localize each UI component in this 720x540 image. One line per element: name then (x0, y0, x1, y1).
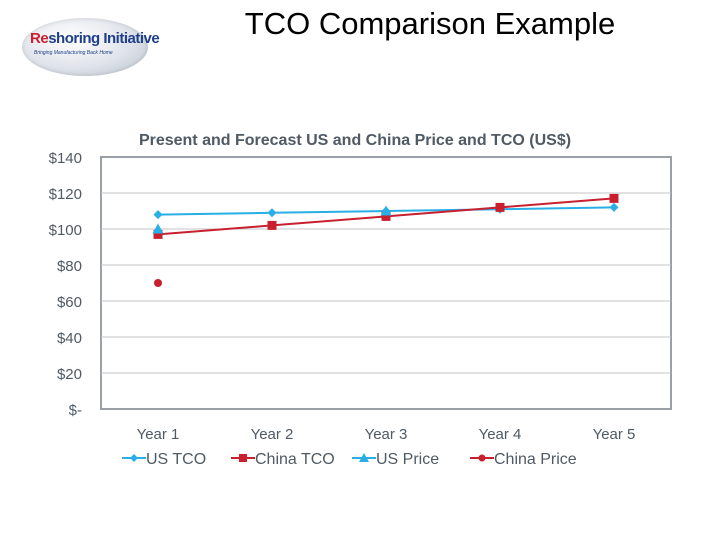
x-tick-label: Year 5 (593, 426, 636, 443)
x-tick-label: Year 1 (137, 426, 180, 443)
legend-item-us-tco: US TCO (122, 451, 206, 468)
y-tick-label: $- (69, 402, 82, 419)
legend-label: China TCO (255, 451, 335, 468)
y-tick-label: $80 (57, 258, 82, 275)
chart-title: Present and Forecast US and China Price … (139, 132, 571, 149)
square-marker (239, 454, 247, 462)
square-marker (609, 193, 619, 203)
logo-wordmark-rest: shoring Initiative (48, 30, 160, 47)
legend-item-china-tco: China TCO (231, 451, 335, 468)
series-china-price (154, 279, 162, 287)
triangle-marker (152, 223, 164, 234)
logo-wordmark-re: Re (30, 30, 49, 47)
legend: US TCO China TCO US Price China Price (122, 451, 577, 468)
logo-tagline: Bringing Manufacturing Back Home (34, 50, 113, 56)
logo-wordmark: Reshoring Initiative (30, 30, 160, 47)
diamond-marker (153, 210, 163, 220)
grid-layer (100, 156, 672, 410)
legend-item-china-price: China Price (470, 451, 577, 468)
x-tick-label: Year 3 (365, 426, 408, 443)
x-tick-label: Year 4 (479, 426, 522, 443)
y-tick-label: $120 (49, 186, 82, 203)
legend-item-us-price: US Price (352, 451, 439, 468)
diamond-marker (267, 208, 277, 218)
logo-badge (22, 18, 148, 76)
series-china-tco (153, 193, 619, 239)
plot-area-border (100, 156, 672, 410)
slide-title: TCO Comparison Example (244, 6, 616, 41)
y-tick-label: $100 (49, 222, 82, 239)
square-marker (495, 202, 505, 212)
diamond-marker (130, 454, 138, 462)
y-tick-label: $140 (49, 150, 82, 167)
y-tick-label: $20 (57, 366, 82, 383)
axis-layer: $- $20 $40 $60 $80 $100 $120 $140 Year 1 Year 2 Ye… (49, 150, 636, 443)
y-tick-label: $40 (57, 330, 82, 347)
series-us-price (152, 205, 392, 234)
x-tick-label: Year 2 (251, 426, 294, 443)
triangle-marker (359, 453, 369, 462)
triangle-marker (380, 205, 392, 216)
legend-label: US TCO (146, 451, 206, 468)
square-marker (153, 229, 163, 239)
series-layer (152, 193, 619, 287)
legend-label: US Price (376, 451, 439, 468)
circle-marker (154, 279, 162, 287)
reshoring-initiative-logo: Reshoring Initiative Bringing Manufactur… (22, 18, 160, 78)
diamond-marker (609, 202, 619, 212)
square-marker (381, 211, 391, 221)
square-marker (267, 220, 277, 230)
circle-marker (478, 454, 486, 462)
legend-label: China Price (494, 451, 577, 468)
y-tick-label: $60 (57, 294, 82, 311)
